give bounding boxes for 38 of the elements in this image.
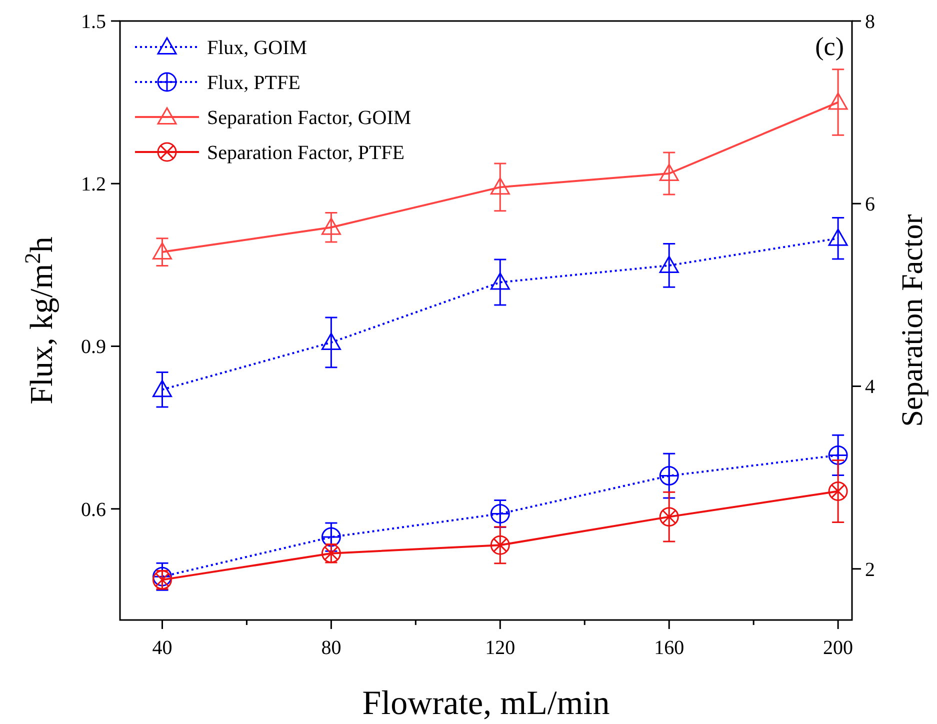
- point: [828, 228, 848, 246]
- x-tick-label: 160: [654, 637, 684, 659]
- point: [152, 380, 172, 398]
- point: [321, 332, 341, 350]
- point: [828, 445, 848, 465]
- point: [659, 164, 679, 181]
- point: [659, 466, 679, 486]
- point: [321, 218, 341, 235]
- point: [828, 92, 848, 110]
- y2-tick-label: 4: [865, 376, 875, 398]
- point: [659, 507, 679, 527]
- point: [152, 566, 172, 586]
- x-tick-label: 40: [152, 637, 172, 659]
- x-tick-label: 200: [823, 637, 854, 659]
- x-tick-label: 120: [485, 637, 516, 659]
- point: [490, 504, 510, 524]
- legend-label: Flux, GOIM: [207, 37, 308, 59]
- y-tick-label: 1.5: [81, 11, 106, 33]
- point: [321, 527, 341, 547]
- legend-label: Separation Factor, GOIM: [207, 107, 412, 129]
- point: [828, 482, 848, 501]
- point: [490, 535, 510, 555]
- point: [659, 256, 679, 273]
- y-tick-label: 1.2: [81, 174, 106, 196]
- x-tick-label: 80: [321, 637, 342, 659]
- y2-tick-label: 8: [865, 11, 875, 33]
- y2-axis-title: Separation Factor: [896, 214, 929, 427]
- x-axis-title: Flowrate, mL/min: [362, 685, 610, 722]
- point: [152, 242, 172, 260]
- point: [490, 272, 510, 290]
- legend-label: Separation Factor, PTFE: [207, 142, 404, 164]
- y-tick-label: 0.6: [81, 498, 106, 521]
- y-tick-label: 0.9: [81, 336, 106, 358]
- y2-tick-label: 2: [865, 558, 875, 581]
- annotation: (c): [815, 32, 844, 61]
- point: [490, 177, 510, 195]
- legend-label: Flux, PTFE: [207, 72, 300, 94]
- y2-tick-label: 6: [865, 194, 875, 216]
